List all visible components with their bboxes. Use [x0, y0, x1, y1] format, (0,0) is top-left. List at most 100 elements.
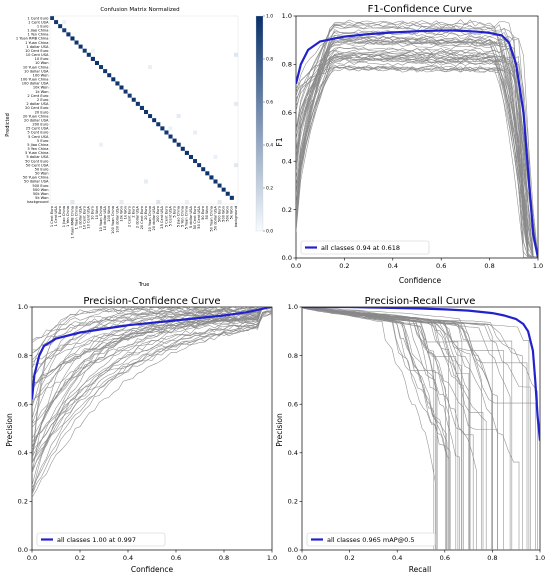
class-curve — [296, 19, 538, 258]
cm-cell — [135, 171, 140, 176]
y-tick-label: 1.0 — [282, 12, 292, 20]
cm-cell — [209, 69, 214, 74]
cm-cell — [144, 179, 149, 184]
cm-cell — [127, 142, 132, 147]
cm-cell — [135, 85, 140, 90]
cm-cell — [205, 187, 210, 192]
cm-cell — [78, 77, 83, 82]
cm-cell — [201, 110, 206, 115]
cm-cell — [99, 81, 104, 86]
class-curve — [32, 307, 272, 451]
cm-cell — [184, 183, 190, 188]
cm-cell — [94, 122, 100, 127]
cm-cell — [103, 191, 108, 196]
cm-cell — [233, 24, 239, 29]
cm-cell — [168, 52, 173, 57]
cm-cell — [66, 65, 71, 70]
cm-cell — [70, 163, 75, 168]
cm-cell — [99, 195, 104, 200]
cm-cell — [103, 81, 108, 86]
cm-cell — [90, 183, 96, 188]
cm-cell — [205, 179, 210, 184]
cm-cell — [70, 77, 75, 82]
cm-cell — [180, 142, 185, 147]
cm-cell — [168, 89, 173, 94]
cm-cell — [180, 130, 185, 135]
cm-cell — [184, 138, 190, 143]
cm-cell — [217, 114, 222, 119]
cm-cell — [123, 114, 128, 119]
cm-cell — [70, 142, 75, 147]
cm-cell — [123, 16, 128, 21]
cm-cell — [119, 69, 124, 74]
cm-cell — [205, 130, 210, 135]
cm-cell — [54, 93, 59, 98]
cm-cell — [135, 97, 140, 102]
cm-cell — [54, 97, 59, 102]
cm-cell — [119, 97, 124, 102]
cm-cell — [160, 69, 165, 74]
cm-cell — [217, 150, 222, 156]
cm-cell — [213, 44, 218, 49]
cm-cell — [119, 81, 124, 86]
cm-cell — [62, 20, 67, 25]
cm-cell — [94, 20, 100, 25]
cm-cell — [62, 154, 67, 160]
cm-cell — [172, 48, 177, 53]
cm-cell — [188, 69, 194, 74]
cm-cell — [184, 159, 190, 164]
cm-cell — [86, 187, 91, 192]
cm-cell — [209, 105, 214, 111]
cm-cell — [193, 110, 198, 115]
cm-cell — [127, 24, 132, 29]
cm-cell — [205, 134, 210, 139]
cm-cell — [127, 32, 132, 37]
cm-cell — [135, 65, 140, 70]
cm-cell — [54, 101, 59, 106]
cm-cell — [107, 159, 112, 164]
cm-cell — [62, 105, 67, 111]
cm-cell — [111, 146, 116, 151]
cm-cell — [172, 32, 177, 37]
cm-cell — [144, 36, 149, 41]
cm-cell — [62, 118, 67, 123]
cm-column-label: 5 Euro — [172, 206, 176, 218]
x-tick-label: 0.8 — [487, 554, 497, 562]
confusion-matrix-column-labels: 1 Cent Euro 1 Cent USA 1 Euro 1 Jiao China 1… — [50, 205, 238, 238]
cm-cell — [148, 56, 153, 62]
class-curve — [296, 42, 538, 258]
cm-cell — [135, 183, 140, 188]
cm-cell — [135, 24, 140, 29]
cm-cell — [119, 142, 124, 147]
cm-cell — [74, 199, 79, 205]
cm-cell — [131, 101, 136, 106]
cm-cell — [50, 69, 55, 74]
cm-cell — [209, 199, 214, 205]
cm-cell — [107, 81, 112, 86]
cm-cell — [209, 16, 214, 21]
cm-cell — [54, 44, 59, 49]
cm-cell — [107, 175, 112, 180]
cm-cell — [160, 60, 165, 66]
cm-cell — [172, 56, 177, 62]
confusion-matrix-ylabel: Predicted — [5, 113, 11, 136]
cm-cell — [164, 105, 169, 111]
cm-cell — [225, 65, 230, 70]
cm-cell — [233, 154, 239, 160]
cm-cell — [119, 101, 124, 106]
cm-cell — [127, 187, 132, 192]
cm-cell — [148, 122, 153, 127]
cm-cell — [233, 114, 239, 119]
f1-plot-area: 0.0 0.2 0.4 0.6 0.8 1.00.00.20.40.60.81.0all … — [282, 12, 544, 270]
cm-row-label: 100 dollar USA — [22, 82, 49, 86]
cm-cell — [123, 65, 128, 70]
cm-cell — [127, 195, 132, 200]
cm-cell — [135, 20, 140, 25]
cm-cell — [111, 48, 116, 53]
cm-cell — [90, 167, 96, 172]
cm-cell — [148, 85, 153, 90]
cm-cell — [176, 16, 181, 21]
cm-cell — [139, 32, 145, 37]
cm-cell — [193, 24, 198, 29]
cm-cell — [209, 44, 214, 49]
